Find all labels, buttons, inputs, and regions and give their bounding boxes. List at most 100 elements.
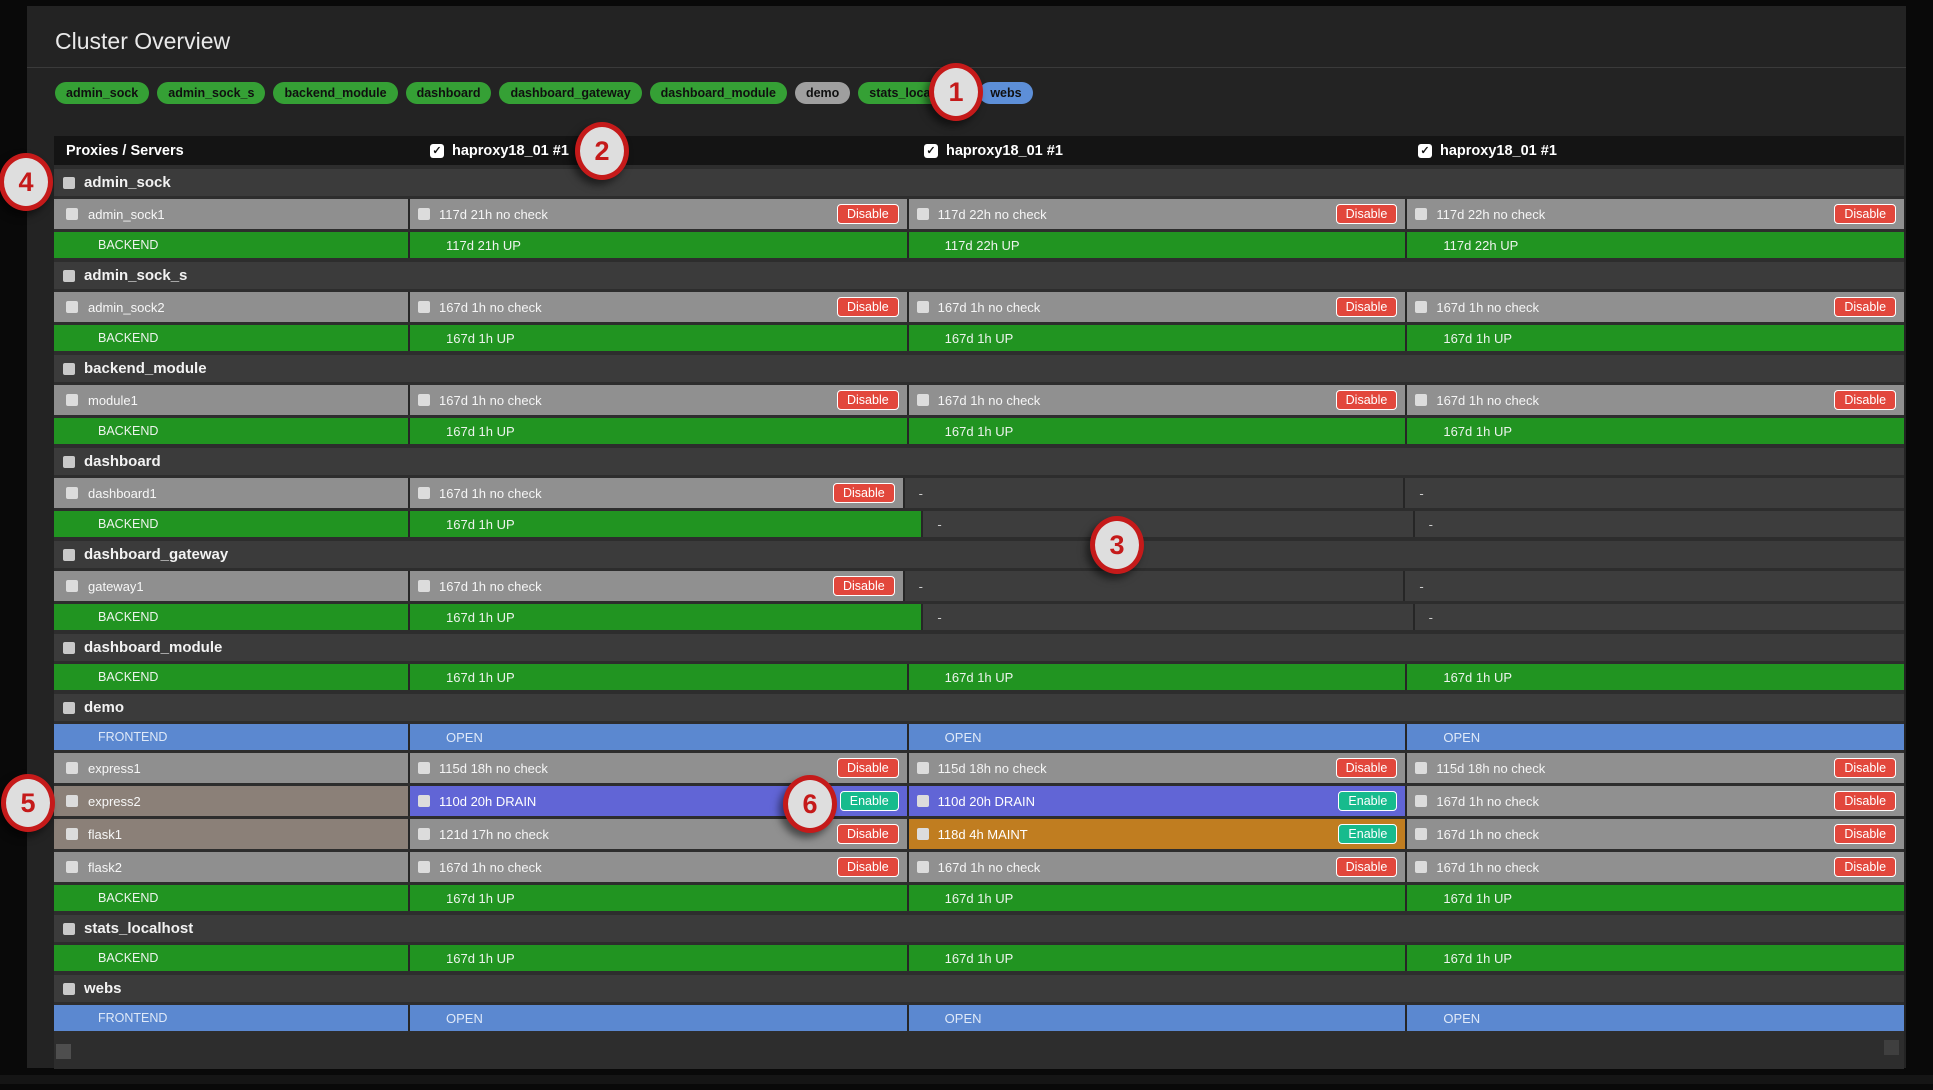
- disable-button[interactable]: Disable: [1834, 204, 1897, 224]
- disable-button[interactable]: Disable: [1834, 824, 1897, 844]
- section-checkbox[interactable]: [63, 641, 75, 654]
- server-row-checkbox[interactable]: [66, 301, 78, 313]
- server-checkbox-checked[interactable]: ✓: [430, 143, 444, 158]
- disable-button[interactable]: Disable: [1335, 390, 1398, 410]
- server-status-cell: 167d 1h no check Disable: [410, 852, 909, 882]
- status-name-cell: BACKEND: [54, 945, 410, 971]
- disable-button[interactable]: Disable: [836, 857, 899, 877]
- disable-button[interactable]: Disable: [1335, 857, 1398, 877]
- server-row-checkbox[interactable]: [66, 828, 78, 840]
- disable-button[interactable]: Disable: [832, 576, 895, 596]
- disable-button[interactable]: Disable: [836, 204, 899, 224]
- cell-checkbox[interactable]: [418, 208, 430, 220]
- cell-checkbox[interactable]: [1415, 795, 1428, 807]
- server-name-cell: flask1: [54, 819, 410, 849]
- server-row-checkbox[interactable]: [66, 487, 78, 499]
- status-value-cell: 167d 1h UP: [410, 945, 909, 971]
- section-checkbox[interactable]: [63, 982, 75, 995]
- enable-button[interactable]: Enable: [839, 791, 899, 811]
- server-name-label: admin_sock2: [88, 299, 165, 315]
- status-name-cell: BACKEND: [54, 325, 410, 351]
- section-checkbox[interactable]: [63, 548, 75, 561]
- cell-checkbox[interactable]: [1415, 394, 1428, 406]
- section-name-label: stats_localhost: [84, 920, 194, 937]
- enable-button[interactable]: Enable: [1338, 824, 1398, 844]
- cell-checkbox[interactable]: [418, 580, 430, 592]
- bottom-left-handle[interactable]: [56, 1044, 71, 1059]
- cell-checkbox[interactable]: [916, 394, 929, 406]
- section-header-stats_localhost: stats_localhost: [54, 915, 1904, 942]
- status-text: 167d 1h no check: [1436, 392, 1539, 408]
- cell-checkbox[interactable]: [916, 208, 929, 220]
- status-text: 167d 1h no check: [439, 392, 542, 408]
- server-status-cell: 167d 1h no check Disable: [908, 852, 1408, 882]
- disable-button[interactable]: Disable: [1834, 857, 1897, 877]
- server-checkbox-checked[interactable]: ✓: [924, 143, 938, 158]
- cell-checkbox[interactable]: [418, 861, 430, 873]
- disable-button[interactable]: Disable: [836, 297, 899, 317]
- proxy-badge-dashboard_gateway[interactable]: dashboard_gateway: [499, 82, 642, 104]
- server-status-cell: 167d 1h no check Disable: [410, 385, 909, 415]
- cell-checkbox[interactable]: [1415, 208, 1428, 220]
- status-name-cell: FRONTEND: [54, 1005, 410, 1031]
- server-name-cell: express1: [54, 753, 410, 783]
- cell-checkbox[interactable]: [916, 828, 929, 840]
- server-row-checkbox[interactable]: [66, 394, 78, 406]
- proxy-badge-dashboard[interactable]: dashboard: [405, 82, 492, 104]
- disable-button[interactable]: Disable: [1834, 297, 1897, 317]
- disable-button[interactable]: Disable: [1834, 758, 1897, 778]
- section-checkbox[interactable]: [63, 922, 75, 935]
- cell-checkbox[interactable]: [418, 795, 430, 807]
- cell-checkbox[interactable]: [916, 861, 929, 873]
- cell-checkbox[interactable]: [916, 762, 929, 774]
- disable-button[interactable]: Disable: [836, 390, 899, 410]
- proxy-badge-webs[interactable]: webs: [979, 82, 1033, 104]
- empty-cell: -: [1414, 604, 1904, 630]
- status-value-cell: 167d 1h UP: [410, 511, 924, 537]
- disable-button[interactable]: Disable: [832, 483, 895, 503]
- cell-checkbox[interactable]: [1415, 301, 1428, 313]
- cell-checkbox[interactable]: [418, 301, 430, 313]
- disable-button[interactable]: Disable: [1335, 758, 1398, 778]
- status-text: 167d 1h no check: [1436, 826, 1539, 842]
- server-checkbox-checked[interactable]: ✓: [1418, 143, 1432, 158]
- proxy-badge-admin_sock_s[interactable]: admin_sock_s: [157, 82, 266, 104]
- disable-button[interactable]: Disable: [1335, 297, 1398, 317]
- server-name-label: module1: [88, 392, 138, 408]
- cell-checkbox[interactable]: [418, 828, 430, 840]
- enable-button[interactable]: Enable: [1338, 791, 1398, 811]
- proxy-badge-demo[interactable]: demo: [794, 82, 851, 104]
- cell-checkbox[interactable]: [916, 795, 929, 807]
- cell-checkbox[interactable]: [916, 301, 929, 313]
- server-row-checkbox[interactable]: [66, 762, 78, 774]
- disable-button[interactable]: Disable: [1335, 204, 1398, 224]
- server-row-checkbox[interactable]: [66, 795, 78, 807]
- cell-checkbox[interactable]: [1415, 762, 1428, 774]
- bottom-right-handle[interactable]: [1884, 1040, 1899, 1055]
- status-value-cell: 167d 1h UP: [908, 325, 1408, 351]
- server-name-cell: gateway1: [54, 571, 410, 601]
- server-row-checkbox[interactable]: [66, 208, 78, 220]
- section-checkbox[interactable]: [63, 269, 75, 282]
- proxy-badge-backend_module[interactable]: backend_module: [273, 82, 398, 104]
- section-checkbox[interactable]: [63, 176, 75, 189]
- disable-button[interactable]: Disable: [836, 824, 899, 844]
- section-checkbox[interactable]: [63, 362, 75, 375]
- cell-checkbox[interactable]: [1415, 828, 1428, 840]
- server-row-checkbox[interactable]: [66, 580, 78, 592]
- cell-checkbox[interactable]: [1415, 861, 1428, 873]
- cell-checkbox[interactable]: [418, 487, 430, 499]
- server-row-checkbox[interactable]: [66, 861, 78, 873]
- proxy-badge-admin_sock[interactable]: admin_sock: [55, 82, 150, 104]
- cell-checkbox[interactable]: [418, 394, 430, 406]
- section-checkbox[interactable]: [63, 701, 75, 714]
- empty-cell: -: [923, 604, 1415, 630]
- status-row-BACKEND: BACKEND 167d 1h UP 167d 1h UP 167d 1h UP: [54, 945, 1905, 971]
- disable-button[interactable]: Disable: [1834, 390, 1897, 410]
- cluster-overview-panel: Cluster Overview admin_sock admin_sock_s b…: [27, 6, 1906, 1069]
- disable-button[interactable]: Disable: [836, 758, 899, 778]
- proxy-badge-dashboard_module[interactable]: dashboard_module: [649, 82, 787, 104]
- cell-checkbox[interactable]: [418, 762, 430, 774]
- section-checkbox[interactable]: [63, 455, 75, 468]
- disable-button[interactable]: Disable: [1834, 791, 1897, 811]
